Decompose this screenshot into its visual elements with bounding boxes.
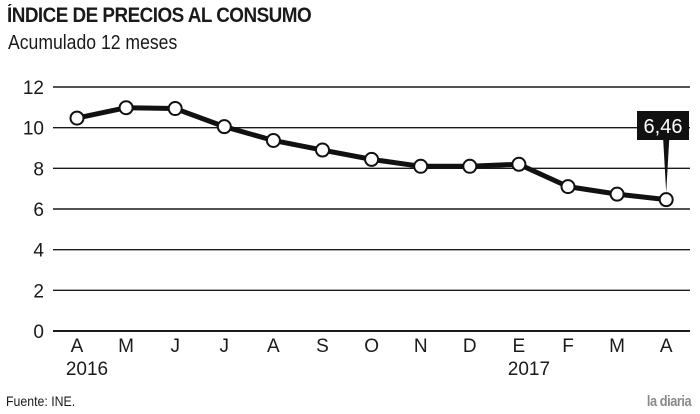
callout-value: 6,46 — [644, 116, 683, 138]
x-tick-label: J — [220, 336, 230, 357]
data-point-marker — [511, 156, 527, 172]
x-tick-label: J — [170, 336, 180, 357]
chart-title: ÍNDICE DE PRECIOS AL CONSUMO — [7, 4, 312, 27]
value-callout: 6,46 — [637, 111, 689, 193]
callout-pointer — [663, 140, 670, 193]
x-tick-label: A — [71, 336, 84, 357]
data-point-marker — [560, 179, 576, 195]
y-tick-label: 12 — [23, 78, 44, 99]
x-tick-label: M — [118, 336, 134, 357]
y-tick-label: 10 — [23, 119, 44, 140]
y-tick-label: 4 — [33, 241, 44, 262]
data-point-marker — [658, 192, 674, 208]
x-tick-label: N — [414, 336, 428, 357]
data-point-marker — [69, 110, 85, 126]
x-tick-label: E — [513, 336, 526, 357]
x-tick-label: S — [316, 336, 329, 357]
x-tick-label: A — [660, 336, 673, 357]
data-point-marker — [364, 151, 380, 167]
gridlines — [53, 86, 690, 332]
y-tick-label: 0 — [33, 322, 44, 343]
source-note: Fuente: INE. — [6, 393, 76, 409]
callout-box — [637, 111, 689, 140]
x-tick-label: M — [609, 336, 625, 357]
x-tick-label: O — [364, 336, 379, 357]
data-point-marker — [167, 101, 183, 117]
data-point-marker — [265, 132, 281, 148]
y-tick-label: 6 — [33, 200, 44, 221]
x-tick-label: A — [267, 336, 280, 357]
data-point-marker — [216, 119, 232, 135]
year-label: 2017 — [508, 359, 550, 380]
data-series — [69, 100, 674, 208]
data-point-marker — [315, 142, 330, 158]
data-point-marker — [609, 186, 625, 202]
data-point-marker — [118, 100, 134, 116]
y-axis-ticks: 0 2 4 6 8 10 12 — [23, 78, 45, 343]
brand-logo: la diaria — [646, 393, 692, 410]
data-point-marker — [413, 158, 429, 174]
y-tick-label: 8 — [33, 159, 44, 180]
x-tick-label: F — [562, 336, 574, 357]
year-label: 2016 — [66, 359, 108, 380]
x-tick-label: D — [463, 336, 477, 357]
data-point-marker — [462, 158, 478, 174]
y-tick-label: 2 — [33, 281, 44, 302]
chart-subtitle: Acumulado 12 meses — [8, 32, 178, 54]
